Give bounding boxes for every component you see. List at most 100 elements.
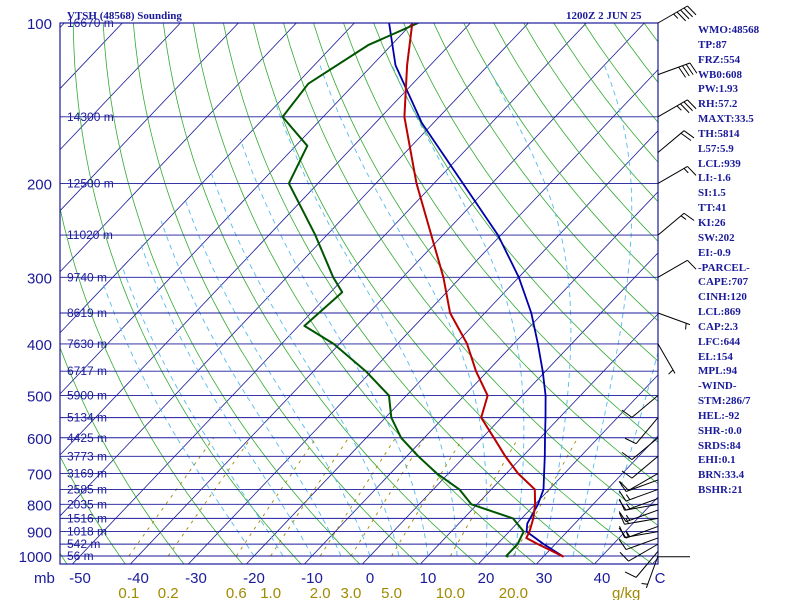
wind-barb-full <box>687 259 697 270</box>
dry-adiabat-line <box>72 23 302 564</box>
wind-barb-staff <box>625 498 659 511</box>
dry-adiabat-line <box>102 23 361 564</box>
wind-barb-full <box>621 451 633 461</box>
index-item: BSHR:21 <box>698 484 743 497</box>
wind-barb-staff <box>657 343 676 374</box>
index-item: SHR-:0.0 <box>698 424 742 437</box>
wind-barb-staff <box>625 509 659 523</box>
height-label: 5900 m <box>67 389 107 403</box>
index-item: TH:5814 <box>698 127 740 140</box>
wind-barb-staff <box>625 488 659 502</box>
temperature-tick-label: -10 <box>301 570 323 587</box>
mixing-ratio-tick-label: 5.0 <box>381 585 402 600</box>
height-label: 3773 m <box>67 449 107 463</box>
wind-barb-full <box>683 101 693 112</box>
temperature-tick-label: 0 <box>366 570 374 587</box>
index-item: EL:154 <box>698 350 733 363</box>
wind-barb-half <box>683 168 689 174</box>
isotherm-line <box>60 23 181 151</box>
wind-barb-half <box>625 531 631 537</box>
wind-barb-full <box>618 481 627 492</box>
pressure-tick-label: 800 <box>27 497 52 514</box>
dry-adiabat-line <box>283 23 658 527</box>
height-label: 7630 m <box>67 337 107 351</box>
wind-barb-full <box>619 481 629 491</box>
sounding-time: 1200Z 2 JUN 25 <box>566 10 642 22</box>
isotherm-line <box>60 23 413 395</box>
pressure-tick-label: 100 <box>27 16 52 33</box>
wind-barb-half <box>685 323 687 330</box>
wind-barb-full <box>618 499 627 511</box>
pressure-tick-label: 600 <box>27 431 52 448</box>
wind-barb <box>618 498 659 511</box>
index-item: PW:1.93 <box>698 83 739 96</box>
wind-barb <box>618 525 659 539</box>
dry-adiabat-line <box>162 23 478 564</box>
wind-barb-full <box>618 490 627 502</box>
dry-adiabat-line <box>60 455 126 564</box>
wind-barb <box>621 455 659 479</box>
pressure-tick-label: 700 <box>27 466 52 483</box>
moist-adiabat-line <box>486 64 572 557</box>
mixing-ratio-tick-label: 0.2 <box>158 585 179 600</box>
index-item: RH:57.2 <box>698 98 738 111</box>
moist-adiabat-line <box>572 65 633 557</box>
mixing-ratio-line <box>270 437 349 557</box>
wind-barb <box>618 488 659 502</box>
isotherm-line <box>60 23 239 212</box>
wind-barb-staff <box>657 312 691 326</box>
wind-barb <box>657 259 697 278</box>
wind-barb-full <box>621 409 633 418</box>
wind-barb <box>657 130 695 153</box>
moist-adiabat-line <box>103 284 255 557</box>
dry-adiabat-line <box>493 23 658 242</box>
dry-adiabat-line <box>313 23 658 485</box>
mixing-ratio-tick-label: 2.0 <box>310 585 331 600</box>
index-item: WB0:608 <box>698 68 742 81</box>
height-label: 12500 m <box>67 176 114 190</box>
wind-barb <box>657 343 676 375</box>
isotherm-line <box>187 69 658 564</box>
moist-adiabat-line <box>274 100 458 556</box>
index-item: SW:202 <box>698 231 735 244</box>
wind-barb-full <box>680 9 690 20</box>
wind-barb <box>618 509 659 523</box>
wind-barb-full <box>624 437 637 445</box>
wind-barb-staff <box>645 555 659 589</box>
height-label: 4425 m <box>67 431 107 445</box>
mixing-ratio-line <box>391 437 464 557</box>
isotherm-line <box>60 23 355 334</box>
wind-barb-column <box>618 5 698 589</box>
index-item: TT:41 <box>698 202 727 215</box>
parcel-trace-line <box>388 23 565 558</box>
moist-adiabat-line <box>121 265 284 557</box>
wind-barb-staff <box>631 395 659 418</box>
mixing-ratio-tick-label: 20.0 <box>499 585 528 600</box>
index-item: SI:1.5 <box>698 187 726 200</box>
temperature-tick-label: -20 <box>243 570 265 587</box>
wind-barb-staff <box>628 543 659 562</box>
dry-adiabat-line <box>252 23 654 564</box>
isotherm-line <box>71 23 587 564</box>
index-item: FRZ:554 <box>698 53 741 66</box>
index-item: CAPE:707 <box>698 276 749 289</box>
wind-barb-half <box>673 13 679 19</box>
wind-barb-half <box>676 105 682 111</box>
isotherm-line <box>129 23 645 564</box>
wind-barb-staff <box>625 537 659 551</box>
mixing-ratio-unit-label: g/kg <box>612 585 640 600</box>
wind-barb-full <box>680 132 692 141</box>
moist-adiabat-line <box>319 65 488 557</box>
temperature-tick-label: -30 <box>185 570 207 587</box>
mixing-ratio-line <box>450 437 519 557</box>
mixing-ratio-line <box>235 437 317 557</box>
plot-frame <box>59 22 659 565</box>
wind-barb-staff <box>631 437 659 460</box>
wind-barb-full <box>683 7 693 18</box>
moist-adiabat-line <box>160 220 342 557</box>
wind-barb <box>624 417 659 445</box>
wind-barb-staff <box>657 212 685 236</box>
index-item: -PARCEL- <box>698 261 750 274</box>
temperature-tick-label: 30 <box>536 570 553 587</box>
dry-adiabat-line <box>373 23 658 402</box>
